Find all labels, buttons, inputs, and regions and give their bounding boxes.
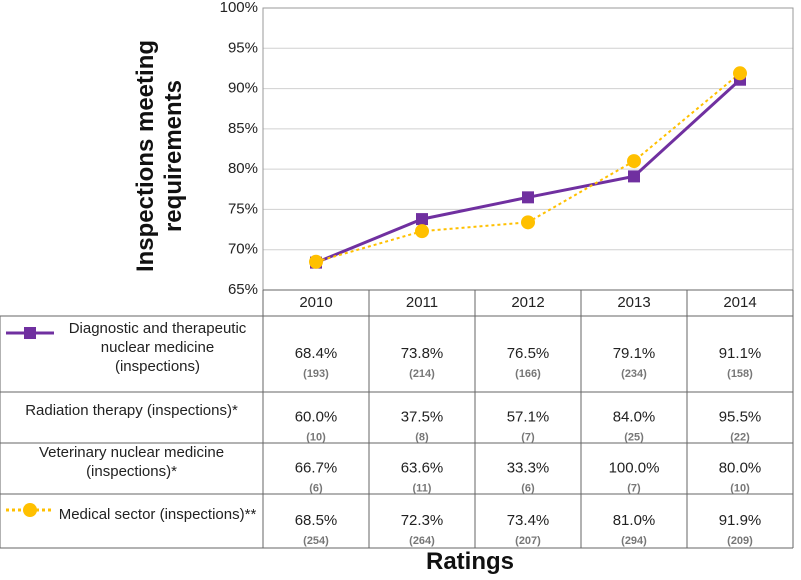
marker bbox=[628, 170, 640, 183]
y-tick-label: 65% bbox=[228, 281, 258, 298]
count-label: (254) bbox=[303, 535, 329, 547]
count-label: (22) bbox=[730, 431, 750, 443]
count-label: (6) bbox=[309, 482, 323, 494]
y-tick-label: 90% bbox=[228, 80, 258, 97]
value-label: 33.3% bbox=[507, 459, 550, 476]
count-label: (209) bbox=[727, 535, 753, 547]
count-label: (234) bbox=[621, 368, 647, 380]
count-label: (25) bbox=[624, 431, 644, 443]
value-label: 60.0% bbox=[295, 408, 338, 425]
series-name: Medical sector (inspections)** bbox=[58, 505, 257, 523]
x-tick-label: 2013 bbox=[617, 294, 650, 311]
x-axis-title: Ratings bbox=[425, 548, 514, 575]
value-label: 81.0% bbox=[613, 512, 656, 529]
count-label: (10) bbox=[730, 482, 750, 494]
count-label: (8) bbox=[415, 431, 429, 443]
count-label: (193) bbox=[303, 368, 329, 380]
value-label: 66.7% bbox=[295, 459, 338, 476]
y-tick-label: 75% bbox=[228, 200, 258, 217]
x-tick-label: 2010 bbox=[299, 294, 332, 311]
count-label: (214) bbox=[409, 368, 435, 380]
count-label: (7) bbox=[521, 431, 535, 443]
y-tick-label: 70% bbox=[228, 241, 258, 258]
y-tick-label: 100% bbox=[220, 0, 258, 16]
value-label: 37.5% bbox=[401, 408, 444, 425]
y-tick-label: 85% bbox=[228, 120, 258, 137]
y-tick-label: 95% bbox=[228, 39, 258, 56]
legend-marker bbox=[23, 503, 37, 517]
count-label: (158) bbox=[727, 368, 753, 380]
marker bbox=[309, 254, 323, 269]
value-label: 91.1% bbox=[719, 345, 762, 362]
count-label: (264) bbox=[409, 535, 435, 547]
x-tick-label: 2014 bbox=[723, 294, 756, 311]
count-label: (10) bbox=[306, 431, 326, 443]
value-label: 100.0% bbox=[609, 459, 660, 476]
marker bbox=[415, 224, 429, 239]
marker bbox=[521, 215, 535, 230]
value-label: 57.1% bbox=[507, 408, 550, 425]
marker bbox=[627, 154, 641, 169]
marker bbox=[733, 66, 747, 81]
x-tick-label: 2011 bbox=[406, 294, 438, 311]
count-label: (294) bbox=[621, 535, 647, 547]
value-label: 73.8% bbox=[401, 345, 444, 362]
plot-border bbox=[262, 7, 794, 291]
value-label: 72.3% bbox=[401, 512, 444, 529]
x-tick-label: 2012 bbox=[511, 294, 544, 311]
value-label: 68.5% bbox=[295, 512, 338, 529]
value-label: 84.0% bbox=[613, 408, 656, 425]
count-label: (6) bbox=[521, 482, 535, 494]
value-label: 63.6% bbox=[401, 459, 444, 476]
marker bbox=[416, 213, 428, 226]
count-label: (207) bbox=[515, 535, 541, 547]
value-label: 68.4% bbox=[295, 345, 338, 362]
count-label: (11) bbox=[413, 482, 432, 494]
series-name: Diagnostic and therapeutic nuclear medic… bbox=[68, 319, 247, 375]
value-label: 79.1% bbox=[613, 345, 656, 362]
value-label: 95.5% bbox=[719, 408, 762, 425]
value-label: 91.9% bbox=[719, 512, 762, 529]
series-name: Radiation therapy (inspections)* bbox=[25, 402, 238, 419]
y-axis-title: Inspections meeting requirements bbox=[132, 39, 187, 273]
y-tick-label: 80% bbox=[228, 160, 258, 177]
value-label: 80.0% bbox=[719, 459, 762, 476]
count-label: (7) bbox=[627, 482, 641, 494]
value-label: 73.4% bbox=[507, 512, 550, 529]
value-label: 76.5% bbox=[507, 345, 550, 362]
series-name: Veterinary nuclear medicine (inspections… bbox=[38, 443, 225, 480]
series-line bbox=[315, 78, 742, 264]
count-label: (166) bbox=[515, 368, 541, 380]
marker bbox=[522, 191, 534, 204]
legend-marker bbox=[24, 327, 36, 339]
series-line bbox=[315, 72, 741, 263]
